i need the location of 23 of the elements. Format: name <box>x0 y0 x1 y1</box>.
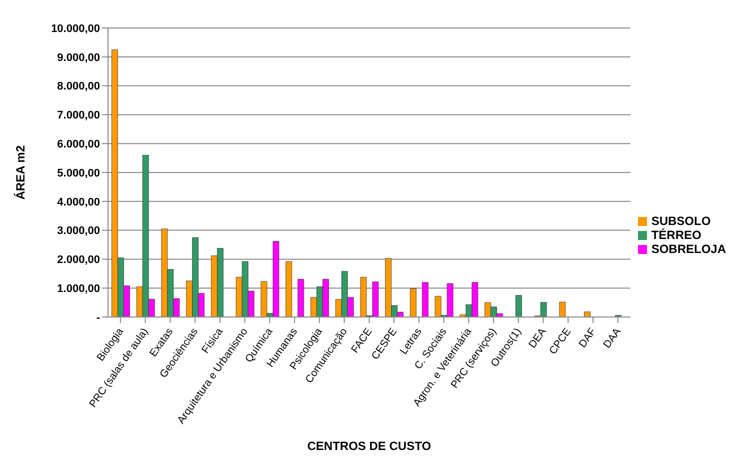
y-tick-label: - <box>96 312 100 324</box>
bar <box>298 278 304 317</box>
y-tick-label: 1.000,00 <box>57 283 100 296</box>
legend-label: SUBSOLO <box>651 214 711 228</box>
y-tick-label: 2.000,00 <box>57 254 100 266</box>
y-tick-label: 5.000,00 <box>57 167 100 180</box>
bar <box>515 295 522 317</box>
legend-label: TÉRREO <box>651 228 702 242</box>
y-tick-label: 3.000,00 <box>57 225 100 238</box>
y-tick-label: 8.000,00 <box>57 80 100 93</box>
y-tick-label: 6.000,00 <box>57 138 100 151</box>
bar <box>584 312 590 317</box>
bar <box>286 261 292 317</box>
x-axis-title: CENTROS DE CUSTO <box>307 439 432 453</box>
legend-label: SOBRELOJA <box>651 242 726 256</box>
y-tick-label: 9.000,00 <box>57 52 100 64</box>
bar <box>410 288 416 317</box>
y-axis-title: ÁREA m2 <box>13 145 28 200</box>
y-tick-label: 7.000,00 <box>57 110 100 122</box>
bar <box>422 282 428 317</box>
y-tick-label: 4.000,00 <box>57 196 100 208</box>
bar <box>559 302 566 317</box>
y-tick-label: 10.000,00 <box>51 22 100 35</box>
